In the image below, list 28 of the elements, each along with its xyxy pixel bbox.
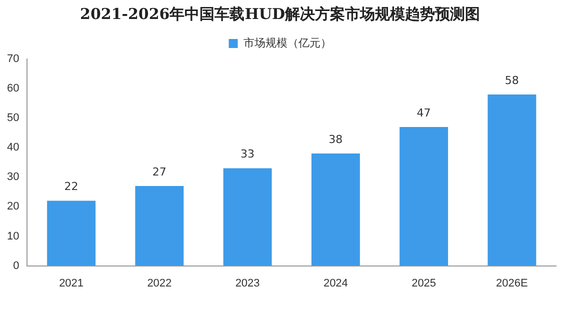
x-tick-label: 2022	[147, 277, 172, 290]
x-tick-label: 2024	[323, 277, 348, 290]
data-label: 47	[416, 106, 431, 120]
y-tick-label: 0	[13, 260, 20, 272]
chart-title: 2021-2026年中国车载HUD解决方案市场规模趋势预测图	[80, 4, 480, 23]
y-tick-label: 20	[6, 200, 20, 213]
y-tick-label: 10	[6, 230, 20, 242]
y-tick-label: 50	[6, 112, 20, 124]
data-label: 22	[64, 180, 78, 194]
bar	[135, 186, 184, 266]
bar	[47, 200, 96, 266]
data-label: 27	[152, 165, 166, 178]
data-label: 33	[240, 148, 255, 161]
y-tick-label: 70	[6, 53, 20, 66]
bar	[488, 94, 536, 266]
y-tick-label: 40	[6, 142, 20, 154]
x-tick-label: 2025	[412, 277, 436, 290]
bar	[223, 168, 272, 266]
data-label: 38	[328, 132, 343, 146]
y-tick-label: 60	[6, 82, 20, 95]
data-label: 58	[504, 74, 519, 87]
bar	[400, 126, 448, 266]
x-tick-label: 2021	[59, 277, 84, 290]
x-tick-label: 2023	[235, 277, 260, 290]
x-tick-label: 2026E	[496, 277, 528, 290]
y-tick-label: 30	[6, 171, 20, 184]
legend-label: 市场规模（亿元）	[243, 36, 332, 50]
bar	[311, 154, 360, 266]
